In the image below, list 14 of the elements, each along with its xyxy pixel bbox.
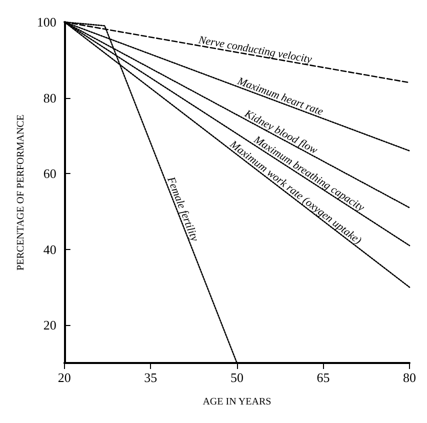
y-tick-label: 40 bbox=[43, 242, 56, 257]
y-axis-title: PERCENTAGE OF PERFORMANCE bbox=[16, 114, 26, 270]
x-tick-label: 20 bbox=[58, 370, 71, 385]
y-tick-label: 80 bbox=[43, 90, 56, 106]
text: Female fertility bbox=[164, 174, 201, 244]
x-tick-label: 50 bbox=[230, 370, 244, 385]
text: Nerve conducting velocity bbox=[196, 34, 313, 66]
x-axis-title: AGE IN YEARS bbox=[202, 396, 272, 408]
x-tick-label: 35 bbox=[144, 370, 158, 385]
y-tick-label: 20 bbox=[43, 318, 56, 333]
x-tick-label: 65 bbox=[316, 370, 330, 385]
y-tick-label: 100 bbox=[36, 14, 56, 30]
x-tick-label: 80 bbox=[403, 370, 416, 385]
y-tick-label: 60 bbox=[43, 166, 56, 182]
